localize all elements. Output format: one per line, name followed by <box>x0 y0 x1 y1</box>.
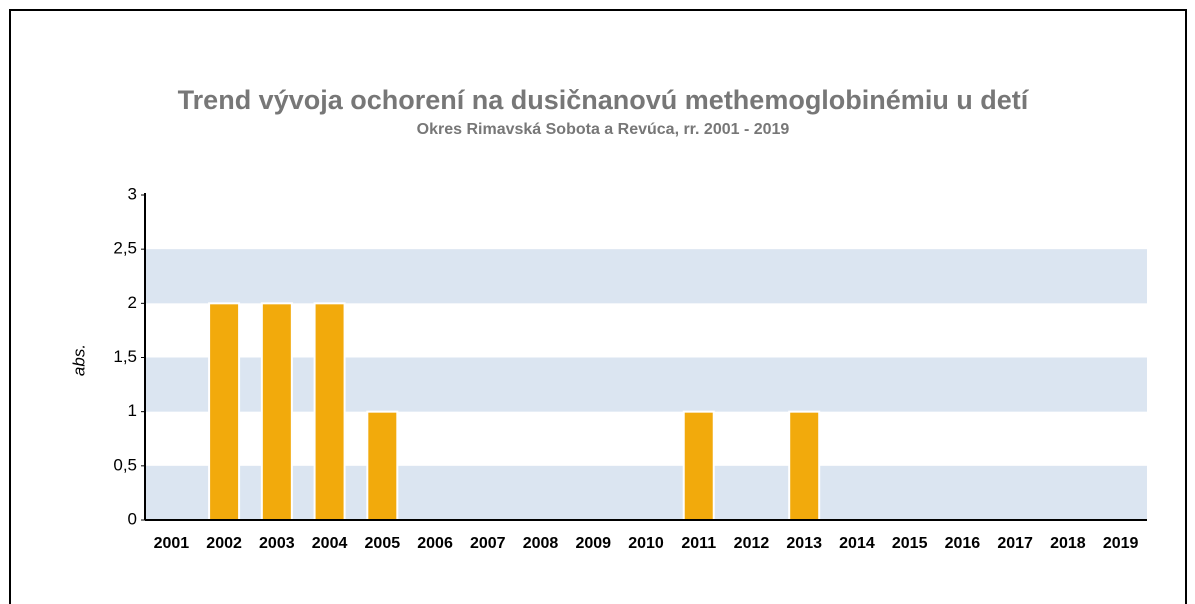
x-tick-label: 2010 <box>628 535 664 552</box>
bar <box>682 410 715 521</box>
chart-subtitle: Okres Rimavská Sobota a Revúca, rr. 2001… <box>417 121 790 138</box>
x-tick-label: 2012 <box>734 535 770 552</box>
x-tick-label: 2009 <box>575 535 611 552</box>
x-tick-label: 2018 <box>1050 535 1086 552</box>
y-tick-label: 2 <box>128 293 137 312</box>
x-tick-label: 2015 <box>892 535 928 552</box>
bar <box>313 302 346 522</box>
x-tick-label: 2008 <box>523 535 559 552</box>
y-tick-label: 2,5 <box>113 239 137 258</box>
bar <box>788 410 821 521</box>
y-tick-label: 1 <box>128 401 137 420</box>
frame <box>9 9 1187 604</box>
x-tick-label: 2014 <box>839 535 875 552</box>
grid-band <box>145 249 1147 304</box>
y-tick-label: 0,5 <box>113 455 137 474</box>
y-axis-label: abs. <box>69 344 88 376</box>
x-tick-label: 2016 <box>945 535 981 552</box>
x-tick-label: 2005 <box>365 535 401 552</box>
y-tick-label: 0 <box>128 509 137 528</box>
x-tick-label: 2011 <box>681 535 716 552</box>
bar <box>208 302 241 522</box>
x-tick-label: 2001 <box>154 535 190 552</box>
x-tick-label: 2004 <box>312 535 348 552</box>
y-tick-label: 3 <box>128 184 137 203</box>
bar <box>260 302 293 522</box>
grid-band <box>145 357 1147 412</box>
x-tick-label: 2002 <box>206 535 242 552</box>
bar <box>366 410 399 521</box>
x-tick-label: 2017 <box>997 535 1033 552</box>
chart-title: Trend vývoja ochorení na dusičnanovú met… <box>178 85 1030 115</box>
x-tick-label: 2007 <box>470 535 506 552</box>
x-tick-label: 2006 <box>417 535 453 552</box>
x-tick-label: 2019 <box>1103 535 1139 552</box>
y-tick-label: 1,5 <box>113 347 137 366</box>
x-tick-label: 2013 <box>786 535 822 552</box>
grid-band <box>145 465 1147 520</box>
x-tick-label: 2003 <box>259 535 295 552</box>
